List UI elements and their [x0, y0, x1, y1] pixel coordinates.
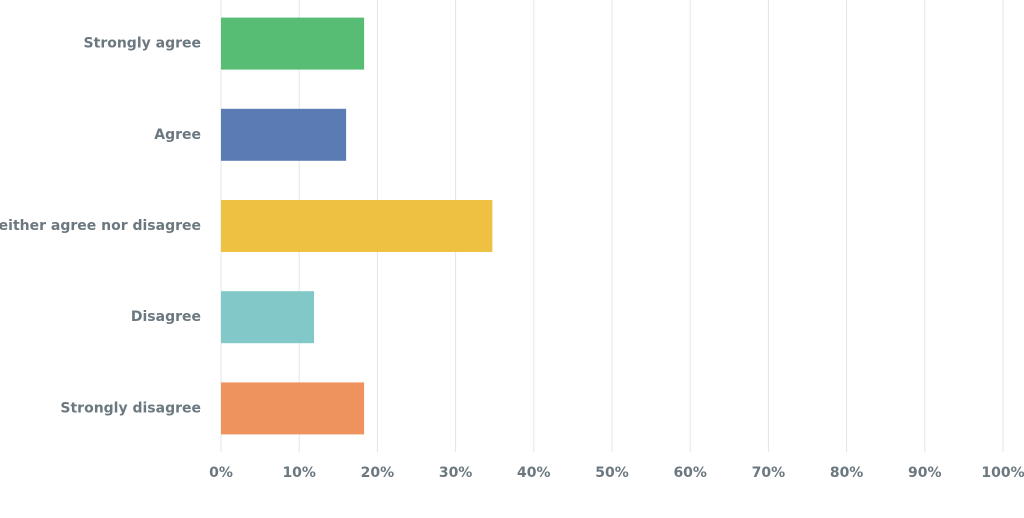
y-tick-label: Disagree: [131, 309, 201, 325]
y-tick-label: Agree: [154, 127, 201, 143]
x-tick-label: 20%: [361, 465, 395, 481]
x-tick-label: 70%: [752, 465, 786, 481]
bar: [221, 108, 347, 161]
x-tick-label: 10%: [282, 465, 316, 481]
bar: [221, 382, 365, 435]
x-tick-label: 80%: [830, 465, 864, 481]
y-tick-label: Strongly agree: [84, 36, 201, 52]
x-tick-label: 30%: [439, 465, 473, 481]
y-tick-label: Neither agree nor disagree: [0, 218, 201, 234]
bar: [221, 200, 493, 252]
x-tick-label: 60%: [673, 465, 707, 481]
x-tick-label: 100%: [981, 465, 1024, 481]
x-tick-label: 50%: [595, 465, 629, 481]
x-tick-label: 0%: [209, 465, 233, 481]
bar: [221, 17, 365, 70]
x-tick-label: 90%: [908, 465, 942, 481]
y-tick-label: Strongly disagree: [60, 400, 201, 416]
x-tick-label: 40%: [517, 465, 551, 481]
bar: [221, 291, 315, 344]
